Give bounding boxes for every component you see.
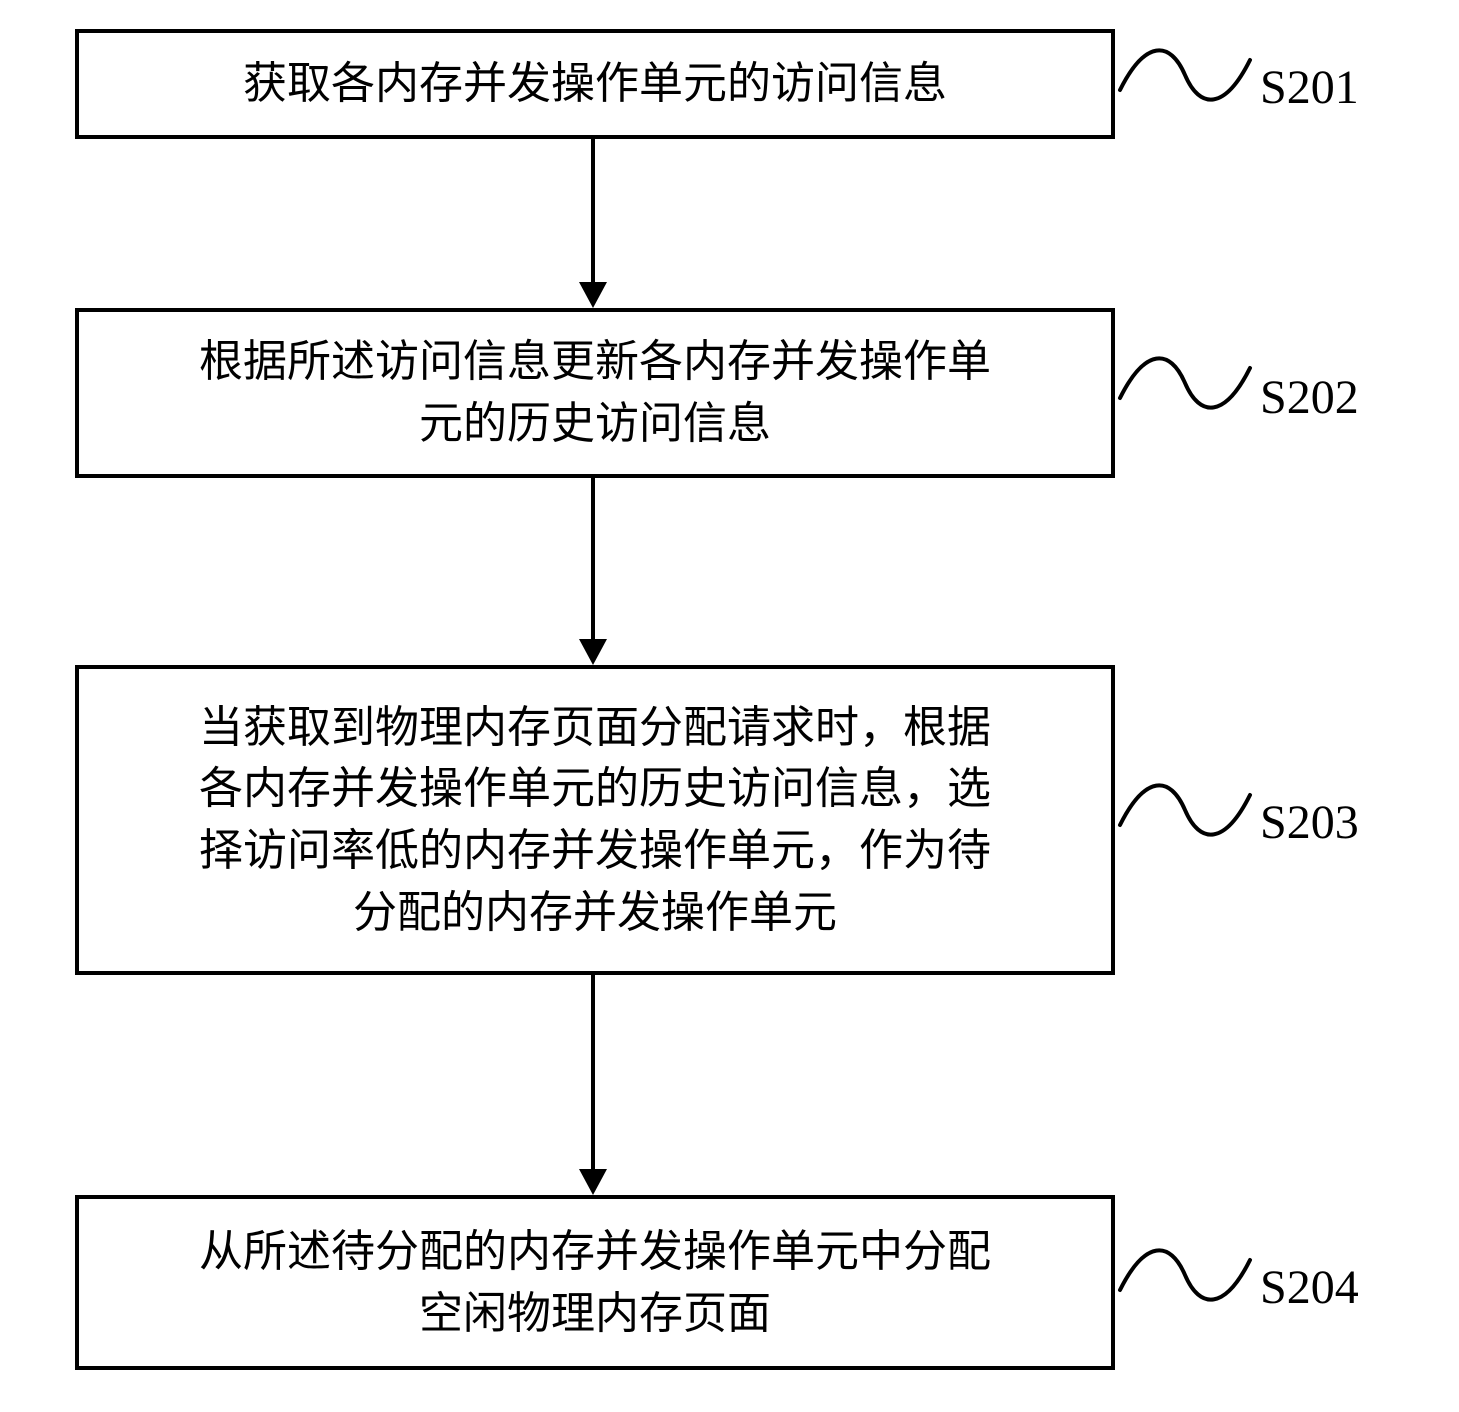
flowchart-node-text: 获取各内存并发操作单元的访问信息 [243,53,947,115]
flowchart-node-text: 从所述待分配的内存并发操作单元中分配 空闲物理内存页面 [199,1221,991,1344]
flowchart-step-label: S201 [1260,60,1359,115]
flowchart-node-text: 当获取到物理内存页面分配请求时，根据 各内存并发操作单元的历史访问信息，选 择访… [199,697,991,943]
flowchart-step-label: S202 [1260,370,1359,425]
flowchart-node: 获取各内存并发操作单元的访问信息 [75,29,1115,139]
flowchart-node: 从所述待分配的内存并发操作单元中分配 空闲物理内存页面 [75,1195,1115,1370]
flowchart-connector-tilde [1115,343,1255,423]
flowchart-arrow-line [591,478,595,639]
flowchart-node: 根据所述访问信息更新各内存并发操作单 元的历史访问信息 [75,308,1115,478]
flowchart-arrow-head [579,639,607,665]
flowchart-connector-tilde [1115,770,1255,850]
flowchart-arrow-line [591,139,595,282]
flowchart-arrow-line [591,975,595,1169]
flowchart-arrow-head [579,1169,607,1195]
flowchart-step-label: S203 [1260,795,1359,850]
flowchart-connector-tilde [1115,1235,1255,1315]
flowchart-canvas: 获取各内存并发操作单元的访问信息 S201 根据所述访问信息更新各内存并发操作单 元… [0,0,1459,1412]
flowchart-step-label: S204 [1260,1260,1359,1315]
flowchart-connector-tilde [1115,35,1255,115]
flowchart-node-text: 根据所述访问信息更新各内存并发操作单 元的历史访问信息 [199,331,991,454]
flowchart-arrow-head [579,282,607,308]
flowchart-node: 当获取到物理内存页面分配请求时，根据 各内存并发操作单元的历史访问信息，选 择访… [75,665,1115,975]
